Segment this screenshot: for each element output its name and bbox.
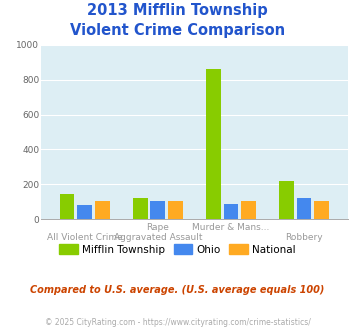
Text: All Violent Crime: All Violent Crime (47, 233, 122, 242)
Bar (224, 204, 238, 219)
Text: Murder & Mans...: Murder & Mans... (192, 223, 269, 232)
Bar (314, 201, 329, 219)
Text: Aggravated Assault: Aggravated Assault (114, 233, 202, 242)
Bar (241, 201, 256, 219)
Text: Robbery: Robbery (285, 233, 323, 242)
Text: Violent Crime Comparison: Violent Crime Comparison (70, 23, 285, 38)
Bar (297, 198, 311, 219)
Legend: Mifflin Township, Ohio, National: Mifflin Township, Ohio, National (55, 240, 300, 259)
Text: Compared to U.S. average. (U.S. average equals 100): Compared to U.S. average. (U.S. average … (30, 285, 325, 295)
Bar (151, 201, 165, 219)
Text: 2013 Mifflin Township: 2013 Mifflin Township (87, 3, 268, 18)
Bar (60, 194, 75, 219)
Bar (206, 69, 221, 219)
Text: Rape: Rape (146, 223, 169, 232)
Bar (77, 206, 92, 219)
Bar (279, 181, 294, 219)
Bar (95, 201, 110, 219)
Text: © 2025 CityRating.com - https://www.cityrating.com/crime-statistics/: © 2025 CityRating.com - https://www.city… (45, 318, 310, 327)
Bar (168, 201, 183, 219)
Bar (133, 198, 148, 219)
